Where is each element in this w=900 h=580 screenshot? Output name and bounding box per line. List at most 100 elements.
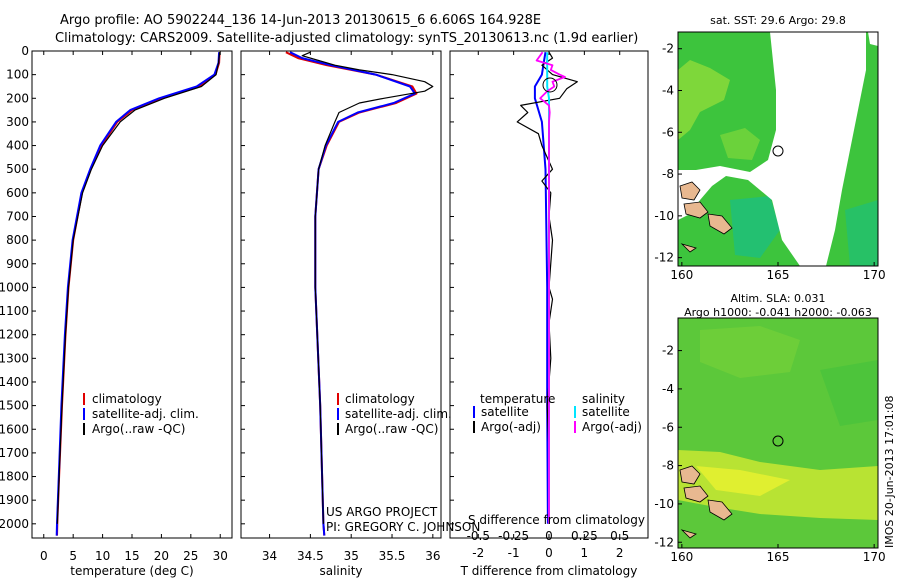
- salinity-series-2: [301, 51, 434, 524]
- figure-title-line1: Argo profile: AO 5902244_136 14-Jun-2013…: [60, 13, 541, 28]
- difference-panel: -2 -1 0 1 2 -0.5 -0.25 0 0.25 0.5 S difference fr…: [449, 50, 649, 578]
- temperature-ytick-label: 200: [6, 91, 29, 105]
- sla-high-patch: [696, 466, 790, 496]
- sst-warm-patch: [678, 60, 730, 140]
- sla-map-title-line2: Argo h1000: -0.041 h2000: -0.063: [684, 306, 872, 319]
- sst-float-location: [772, 145, 784, 157]
- temperature-ytick-label: 1700: [0, 446, 29, 460]
- sst-island: [707, 213, 733, 235]
- difference-legend: temperature salinity satellite Argo(-adj…: [473, 392, 642, 434]
- temperature-ytick-label: 1400: [0, 375, 29, 389]
- temperature-xtick-label: 15: [124, 549, 139, 563]
- temperature-xtick-label: 0: [40, 549, 48, 563]
- difference-series-3: [535, 51, 566, 524]
- difference-s-xtick-label: 0.5: [610, 529, 629, 543]
- temperature-ytick-label: 2000: [0, 517, 29, 531]
- temperature-ytick-label: 1100: [0, 304, 29, 318]
- temperature-ytick-label: 1000: [0, 280, 29, 294]
- temperature-ytick-label: 500: [6, 162, 29, 176]
- sst_map-lat-label: -8: [662, 167, 674, 181]
- temperature-ytick-label: 1500: [0, 399, 29, 413]
- temperature-ytick-label: 100: [6, 68, 29, 82]
- sst_map-lat-label: -2: [662, 42, 674, 56]
- temperature-series-2: [56, 52, 221, 524]
- temp-legend-sat: satellite-adj. clim.: [92, 407, 199, 421]
- temperature-xtick-label: 30: [213, 549, 228, 563]
- sla-low-patch: [820, 360, 878, 426]
- temperature-series-0: [56, 52, 221, 536]
- temp-legend-argo: Argo(..raw -QC): [92, 422, 185, 436]
- sal-legend-sat: satellite-adj. clim.: [345, 407, 452, 421]
- sla-island: [683, 485, 709, 503]
- salinity-xtick-label: 35.5: [379, 549, 406, 563]
- salinity-xtick-label: 34.5: [297, 549, 324, 563]
- sst_map-lat-label: -10: [654, 209, 674, 223]
- temperature-xtick-label: 5: [69, 549, 77, 563]
- difference-xtick-label: -1: [508, 546, 520, 560]
- temperature-ytick-label: 900: [6, 257, 29, 271]
- diff-legend-header-s: salinity: [582, 392, 625, 406]
- sst-missing-data-wedge: [678, 32, 866, 266]
- difference-xtick-label: 0: [545, 546, 553, 560]
- diff-legend-targo: Argo(-adj): [481, 420, 541, 434]
- diff-legend-sargo: Argo(-adj): [582, 420, 642, 434]
- diff-legend-header-t: temperature: [480, 392, 555, 406]
- temperature-ytick-label: 1300: [0, 351, 29, 365]
- sst_map-lon-label: 165: [767, 268, 790, 282]
- temperature-ytick-label: 600: [6, 186, 29, 200]
- temperature-axes-frame: [31, 50, 233, 539]
- sla_map-lat-label: -2: [662, 344, 674, 358]
- sst_map-lat-label: -4: [662, 84, 674, 98]
- difference-xtick-label: 2: [616, 546, 624, 560]
- sla-island: [707, 499, 733, 521]
- sla_map-lat-label: -6: [662, 420, 674, 434]
- temperature-ytick-label: 1800: [0, 470, 29, 484]
- sla-island: [680, 529, 697, 539]
- sla_map-lat-label: -10: [654, 497, 674, 511]
- sla-map-title-line1: Altim. SLA: 0.031: [730, 292, 825, 305]
- temperature-ytick-label: 1200: [0, 328, 29, 342]
- salinity-xtick-label: 36: [425, 549, 440, 563]
- temperature-xtick-label: 20: [154, 549, 169, 563]
- sst-island: [679, 181, 701, 201]
- sla-island: [679, 465, 701, 485]
- temperature-ytick-label: 1600: [0, 422, 29, 436]
- sst_map-lon-label: 170: [863, 268, 886, 282]
- sla_map-lon-label: 160: [670, 550, 693, 564]
- salinity-series-0: [285, 51, 418, 536]
- sst-cool-patch: [845, 200, 878, 266]
- sla_map-lon-label: 165: [767, 550, 790, 564]
- salinity-legend: climatology satellite-adj. clim. Argo(..…: [337, 392, 452, 436]
- difference-series-0: [533, 52, 549, 524]
- diff-legend-ssat: satellite: [582, 405, 630, 419]
- sst-island: [680, 243, 697, 253]
- sla-high-patch: [700, 326, 800, 378]
- diff-s-xlabel: S difference from climatology: [468, 513, 645, 527]
- temperature-ytick-label: 400: [6, 139, 29, 153]
- sst-map-title: sat. SST: 29.6 Argo: 29.8: [710, 14, 846, 27]
- difference-xtick-label: -2: [472, 546, 484, 560]
- salinity-xtick-label: 34: [262, 549, 277, 563]
- temperature-series-1: [55, 52, 221, 536]
- sst_map-lon-label: 160: [670, 268, 693, 282]
- figure-title-line2: Climatology: CARS2009. Satellite-adjuste…: [55, 31, 638, 46]
- credit-line1: US ARGO PROJECT: [326, 505, 438, 519]
- difference-xtick-label: 1: [581, 546, 589, 560]
- temperature-panel: 0 5 10 15 20 25 300100200300400500600700800900…: [0, 44, 233, 578]
- sla-float-location: [772, 435, 784, 447]
- temperature-ytick-label: 700: [6, 209, 29, 223]
- difference-s-xtick-label: 0.25: [571, 529, 598, 543]
- salinity-panel: 34 34.5 35 35.5 36 salinity climatology sate…: [240, 50, 480, 578]
- salinity-xlabel: salinity: [319, 564, 362, 578]
- temperature-legend: climatology satellite-adj. clim. Argo(..…: [83, 392, 199, 436]
- sla_map-lat-label: -12: [654, 535, 674, 549]
- difference-s-xtick-label: 0: [545, 529, 553, 543]
- timestamp: IMOS 20-Jun-2013 17:01:08: [883, 395, 896, 548]
- sla-map: Altim. SLA: 0.031 Argo h1000: -0.041 h20…: [654, 292, 885, 564]
- credit-line2: PI: GREGORY C. JOHNSON: [326, 520, 480, 534]
- sst-warm-patch: [720, 128, 760, 160]
- diff-t-xlabel: T difference from climatology: [460, 564, 638, 578]
- temperature-xtick-label: 10: [95, 549, 110, 563]
- temp-legend-clim: climatology: [92, 392, 162, 406]
